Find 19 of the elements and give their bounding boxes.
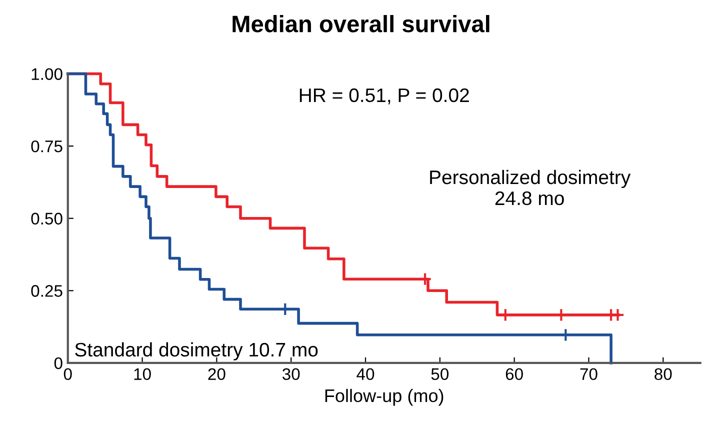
x-tick-label: 60 — [506, 368, 523, 380]
y-tick-label: 1.00 — [32, 68, 62, 80]
annotation: Standard dosimetry 10.7 mo — [75, 342, 318, 360]
annotation: HR = 0.51, P = 0.02 — [300, 88, 469, 104]
y-tick-label: 0.25 — [31, 285, 62, 297]
x-tick-label: 80 — [654, 368, 672, 380]
chart-title: Median overall survival — [232, 15, 490, 32]
annotation: Personalized dosimetry 24.8 mo — [430, 170, 631, 206]
y-tick-label: 0.50 — [31, 212, 62, 225]
x-tick-label: 0 — [64, 368, 72, 380]
x-tick-label: 40 — [356, 368, 374, 380]
x-tick-label: 10 — [134, 368, 151, 380]
y-tick-label: 0.75 — [31, 140, 62, 152]
x-tick-label: 50 — [431, 368, 449, 380]
x-tick-label: 30 — [282, 368, 300, 380]
y-tick-label: 0 — [54, 357, 62, 370]
x-tick-label: 20 — [208, 368, 226, 380]
x-axis-title: Follow-up (mo) — [325, 388, 444, 406]
x-tick-label: 70 — [580, 368, 598, 380]
